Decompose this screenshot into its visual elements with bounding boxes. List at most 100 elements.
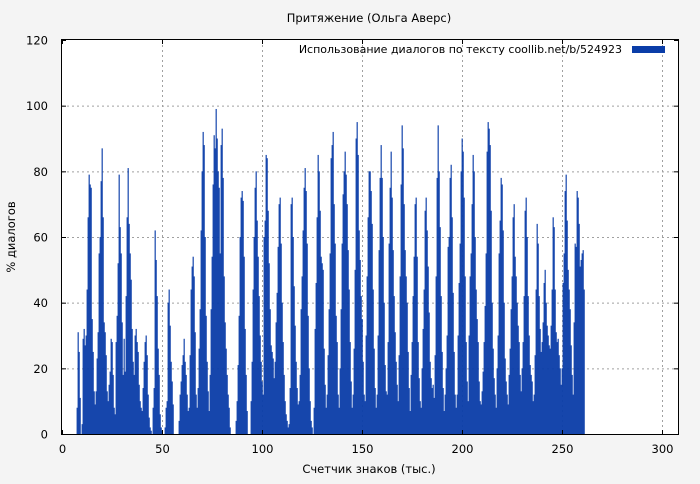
bar [466,381,468,434]
bar [490,210,492,434]
bar [417,342,419,434]
bar [257,256,259,434]
bar [77,332,79,434]
bar [551,289,553,434]
bar [534,355,536,434]
bar [350,381,352,434]
bar [139,401,141,434]
bar [259,335,261,434]
bar [138,384,140,434]
bar [430,378,432,434]
bar [353,348,355,434]
bar [246,411,248,434]
bar [238,315,240,434]
bar [372,289,374,434]
bar [119,227,121,434]
bar [294,325,296,434]
bar [324,384,326,434]
bar [468,335,470,434]
bar [452,292,454,434]
bar [340,309,342,434]
bar [79,397,81,434]
bar [325,407,327,434]
bar [169,325,171,434]
y-tick-label: 0 [41,428,48,442]
bar [346,204,348,434]
bar [460,171,462,434]
bar [166,401,168,434]
bar [391,197,393,434]
bar [489,145,491,434]
bar [480,404,482,434]
bar [558,355,560,434]
bar [535,289,537,434]
bar [398,355,400,434]
bar [392,250,394,434]
bar [290,204,292,434]
bar [564,191,566,434]
bar [296,388,298,434]
bar [204,237,206,434]
legend-label: Использование диалогов по тексту coollib… [299,43,622,56]
data-bars [76,108,585,435]
bar [431,388,433,434]
bar [128,223,130,434]
y-tick-label: 60 [33,231,48,245]
bar [279,197,281,434]
bar [532,401,534,434]
bar [577,197,579,434]
bar [449,177,451,434]
bar [81,424,83,434]
bar [473,171,475,434]
bar [298,401,300,434]
bar [497,335,499,434]
bar [354,269,356,434]
x-tick-label: 100 [252,442,274,456]
bar [418,378,420,434]
bar [322,269,324,434]
bar [345,174,347,434]
bar [250,401,252,434]
y-tick-label: 80 [33,165,48,179]
bar [103,322,105,434]
bar [262,394,264,434]
bar [454,394,456,434]
bar [218,187,220,434]
bar [228,407,230,434]
bar [554,289,556,434]
bar [484,305,486,434]
bar [278,204,280,434]
bar [76,407,78,434]
bar [443,411,445,434]
bar [428,312,430,434]
bar [327,355,329,434]
bar [475,289,477,434]
bar [502,230,504,434]
bar [87,217,89,434]
bar [106,391,108,434]
bar [148,417,150,434]
bar [158,374,160,434]
bar [429,361,431,434]
bar [251,361,253,434]
bar [97,332,99,434]
bar [560,384,562,434]
bar [369,171,371,434]
bar [332,131,334,434]
bar [545,302,547,434]
bar [390,151,392,434]
bar [310,420,312,434]
bar [457,335,459,434]
bar [136,342,138,434]
bar [567,269,569,434]
bar [252,289,254,434]
bar [342,194,344,434]
bar [344,151,346,434]
bar [164,427,166,434]
bar [506,394,508,434]
bar [432,384,434,434]
bar [82,338,84,434]
bar [401,125,403,435]
bar [114,414,116,434]
